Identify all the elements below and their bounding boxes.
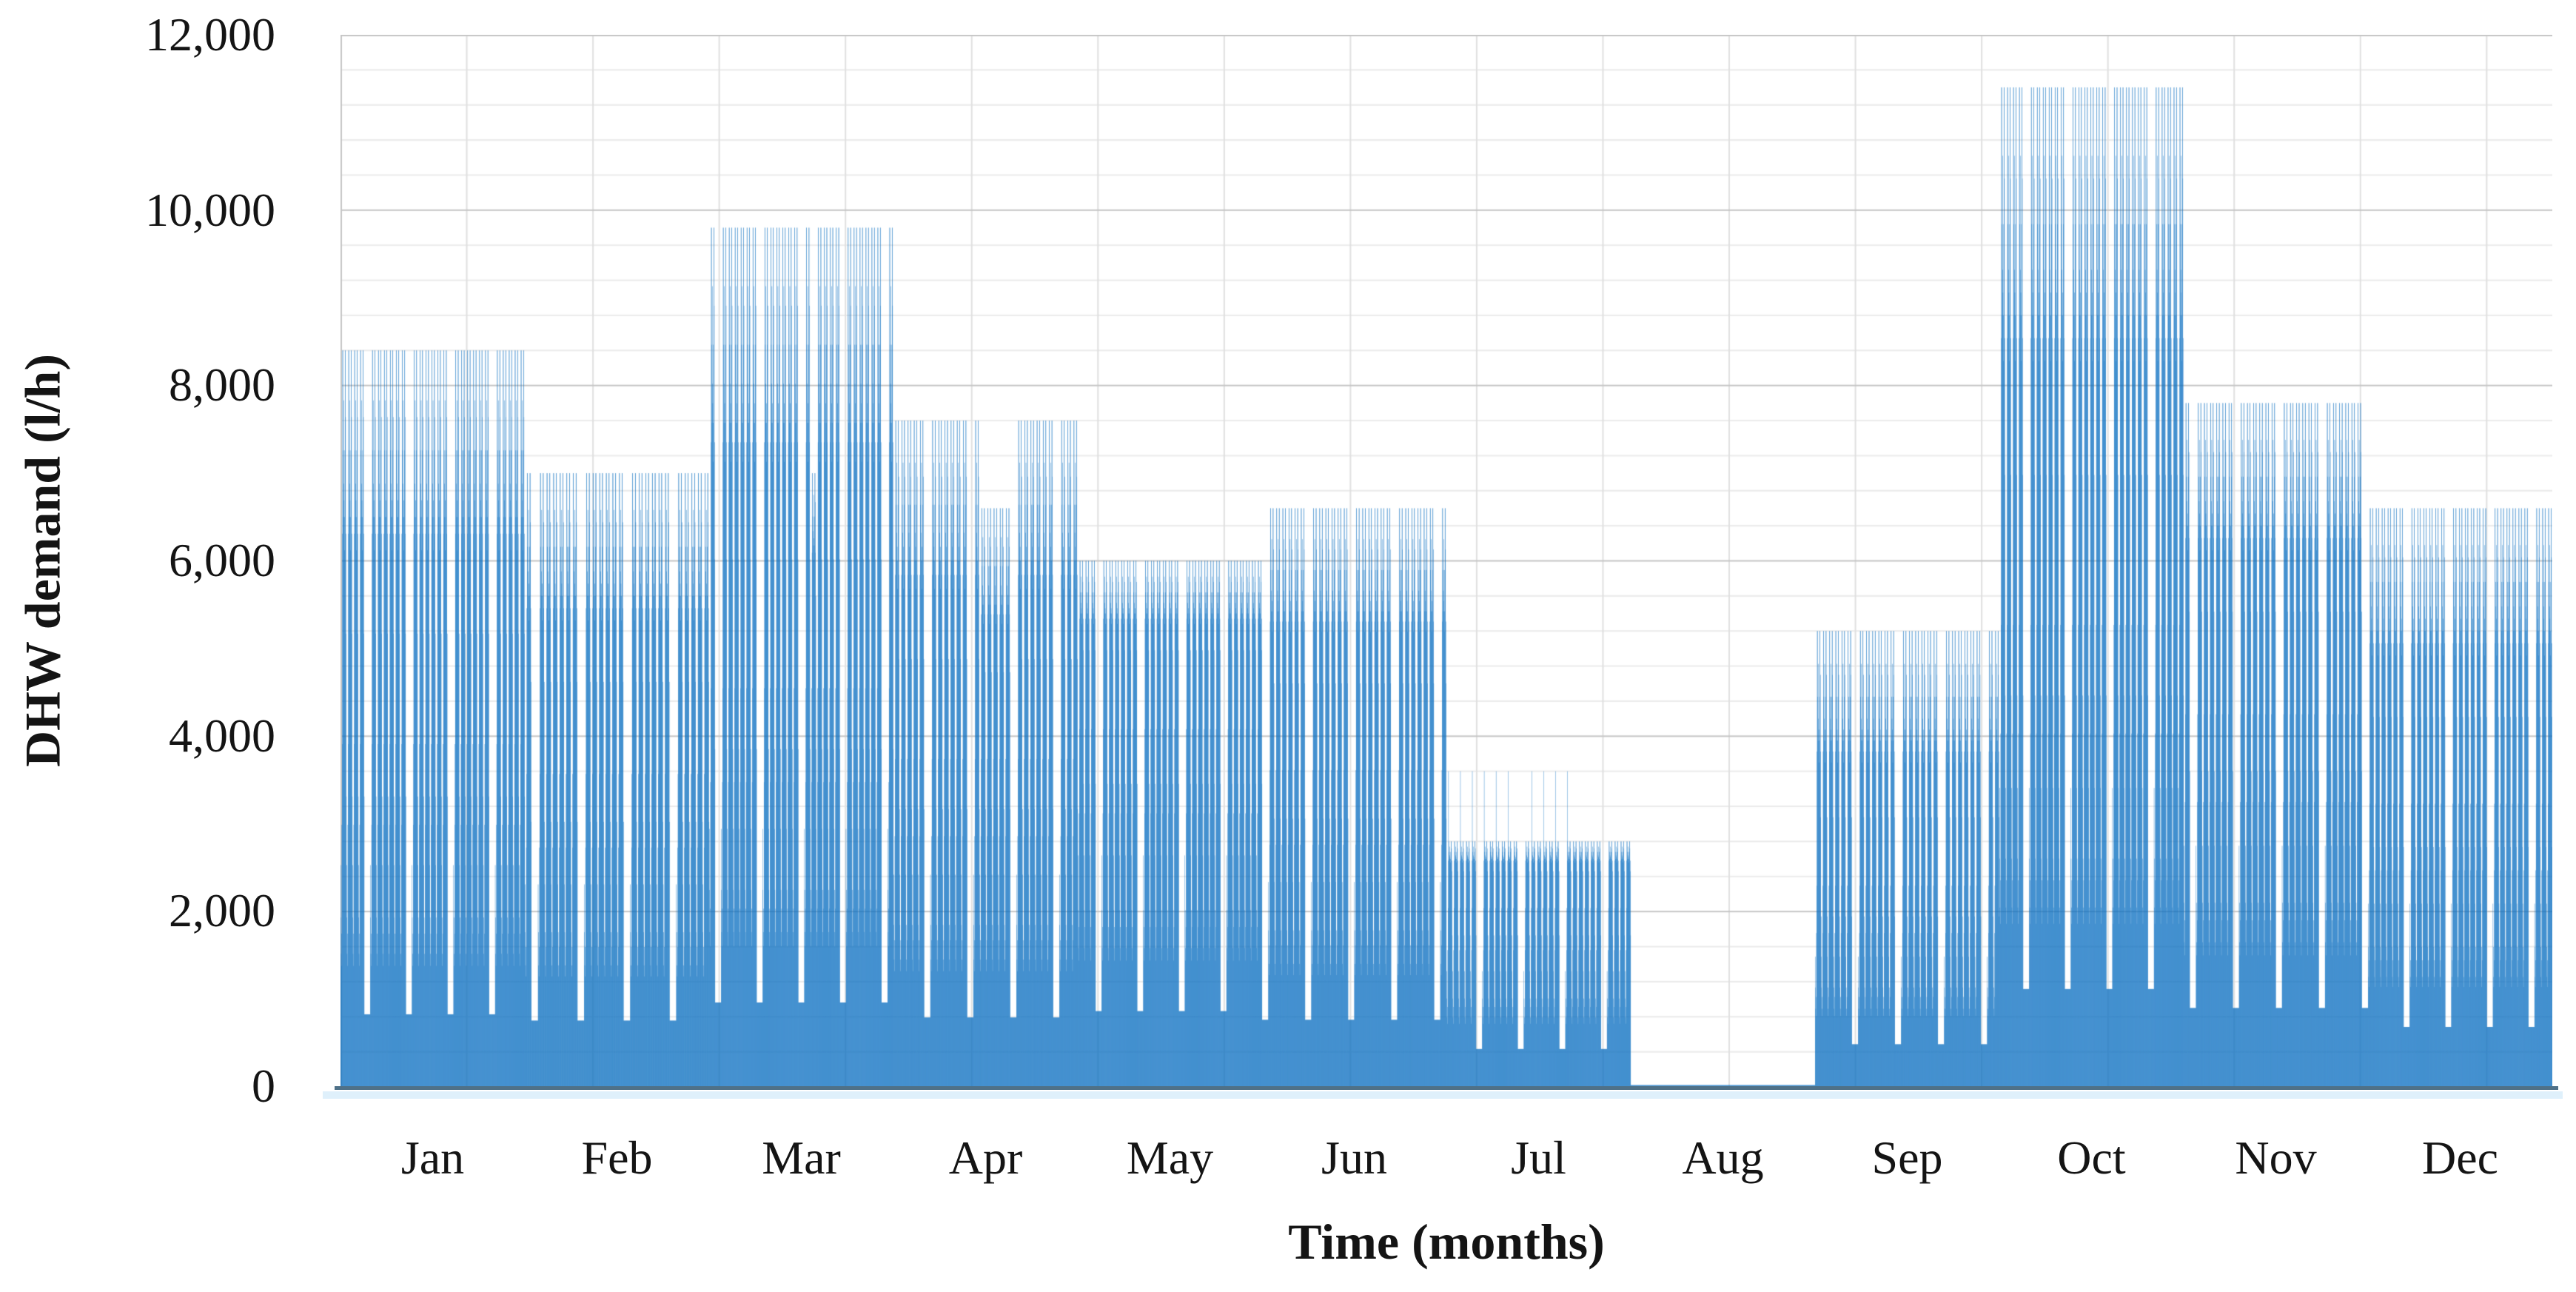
y-tick-10000: 10,000 [145,184,275,236]
x-axis-line [335,1086,2558,1090]
x-tick-dec: Dec [2421,1131,2499,1184]
x-tick-apr: Apr [948,1131,1023,1184]
x-tick-sep: Sep [1871,1131,1943,1184]
y-tick-2000: 2,000 [169,884,275,937]
below-axis-band [323,1091,2563,1099]
x-tick-mar: Mar [762,1131,841,1184]
x-tick-jul: Jul [1511,1131,1566,1184]
y-tick-0: 0 [252,1060,275,1112]
x-tick-may: May [1126,1131,1214,1184]
x-tick-jun: Jun [1321,1131,1387,1184]
x-tick-aug: Aug [1682,1131,1764,1184]
x-tick-jan: Jan [400,1131,465,1184]
x-tick-nov: Nov [2235,1131,2317,1184]
y-axis-title: DHW demand (l/h) [14,354,71,767]
y-tick-4000: 4,000 [169,709,275,762]
bars-canvas [341,35,2552,1087]
x-tick-feb: Feb [581,1131,653,1184]
x-axis-title: Time (months) [1288,1214,1605,1270]
plot-area [341,35,2552,1087]
y-tick-6000: 6,000 [169,534,275,586]
y-tick-12000: 12,000 [145,8,275,61]
x-tick-oct: Oct [2057,1131,2126,1184]
y-tick-8000: 8,000 [169,358,275,411]
